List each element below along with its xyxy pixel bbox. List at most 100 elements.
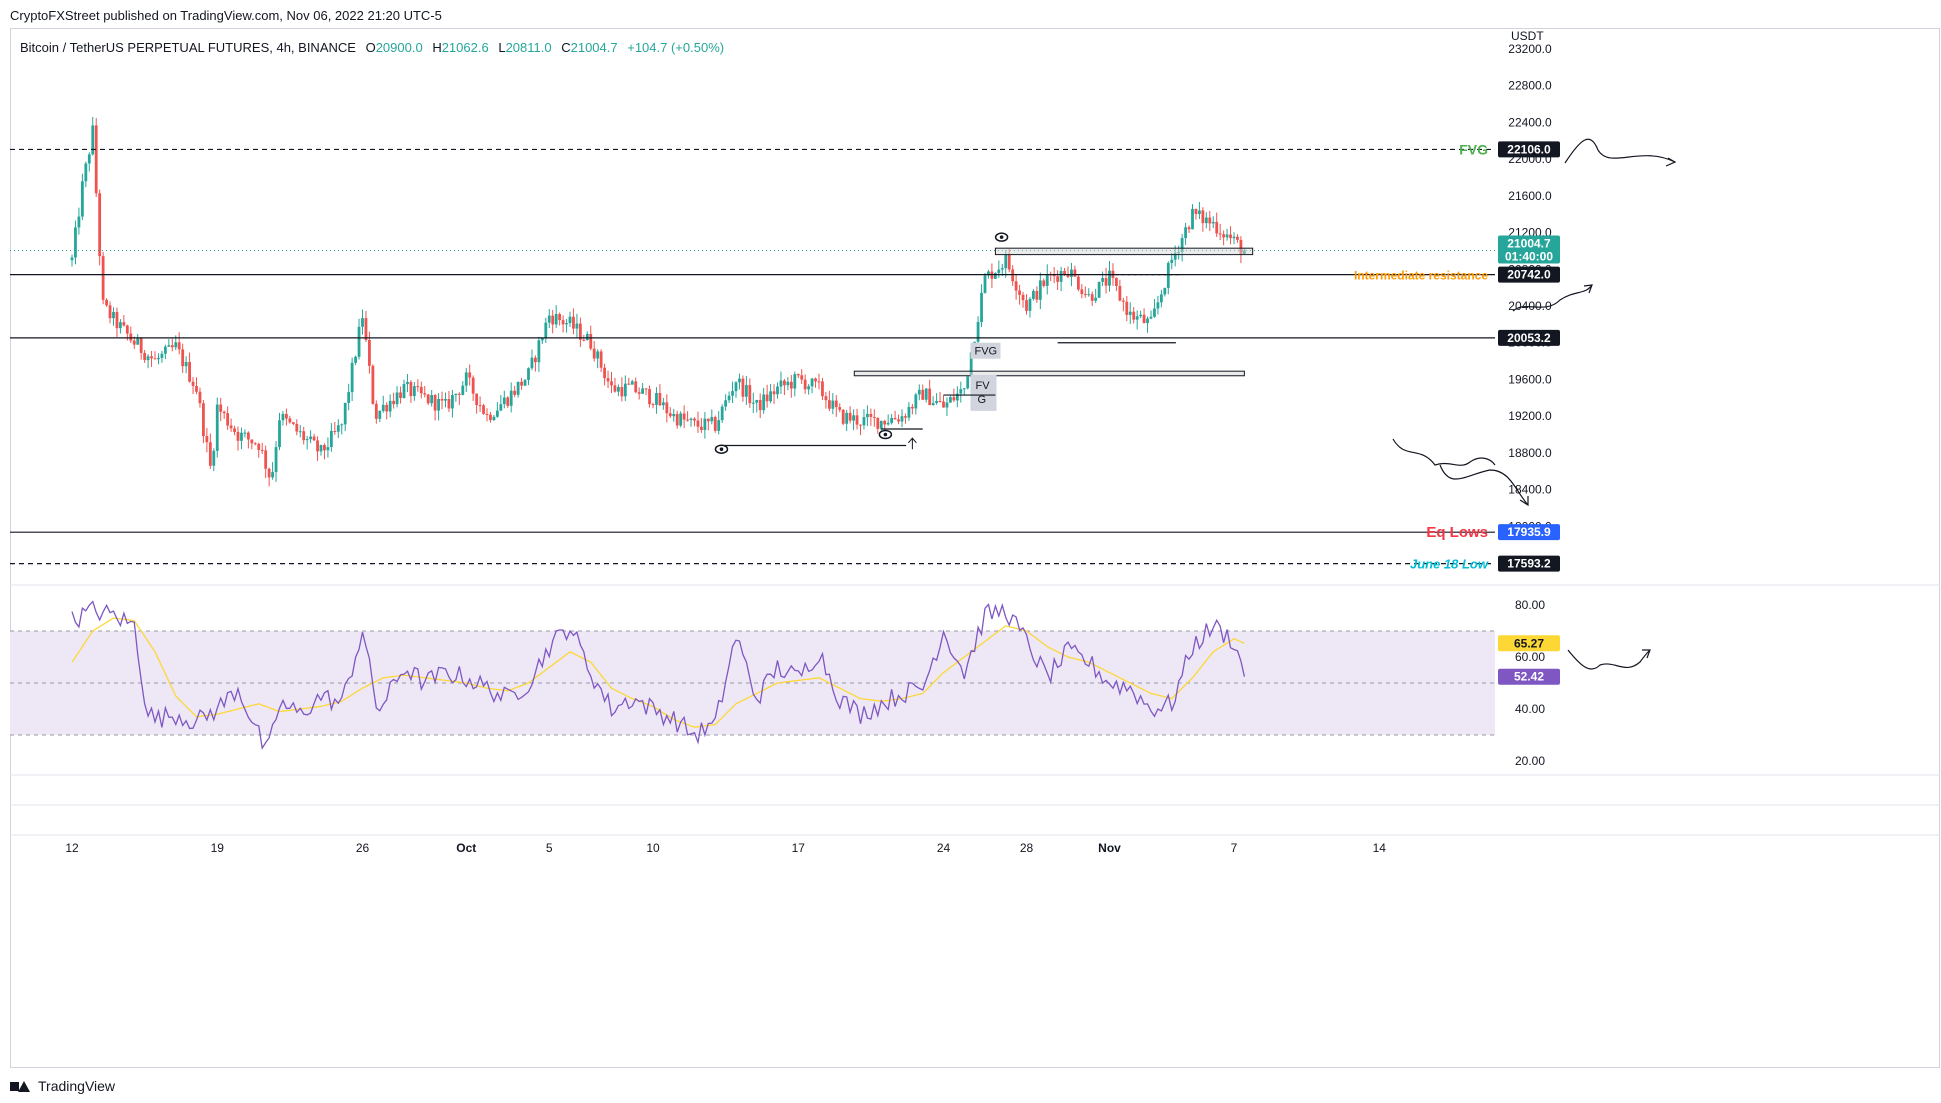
candle-body bbox=[305, 439, 309, 441]
candle-body bbox=[406, 382, 409, 385]
candles bbox=[70, 116, 1246, 487]
candle-body bbox=[741, 378, 745, 397]
candle-body bbox=[1170, 259, 1174, 264]
candle-body bbox=[921, 389, 925, 400]
time-tick-label: 19 bbox=[211, 841, 225, 855]
candle-body bbox=[316, 440, 319, 452]
candle-body bbox=[924, 388, 928, 400]
candle-body bbox=[689, 418, 693, 421]
publisher-line: CryptoFXStreet published on TradingView.… bbox=[10, 8, 442, 23]
candle-body bbox=[935, 401, 938, 404]
candle-body bbox=[205, 436, 209, 443]
rsi-line bbox=[71, 600, 1246, 750]
low-label: L bbox=[498, 40, 506, 55]
candle-body bbox=[1163, 287, 1167, 295]
candle-body bbox=[1139, 314, 1143, 317]
candle-body bbox=[572, 316, 575, 329]
candle-body bbox=[520, 381, 523, 386]
candle-body bbox=[1115, 277, 1118, 286]
candle-body bbox=[824, 396, 828, 401]
candle-body bbox=[1083, 293, 1087, 295]
candle-body bbox=[506, 397, 510, 406]
candle-body bbox=[623, 383, 627, 397]
candle-body bbox=[917, 389, 921, 395]
close-label: C bbox=[561, 40, 571, 55]
tradingview-footer[interactable]: TradingView bbox=[10, 1078, 115, 1094]
eye-icon-pupil bbox=[999, 235, 1004, 239]
candle-body bbox=[755, 399, 759, 403]
candle-body bbox=[381, 404, 385, 411]
candle-body bbox=[475, 393, 479, 406]
price-tick-label: 22400.0 bbox=[1508, 115, 1552, 129]
candle-body bbox=[74, 227, 77, 258]
level-price-badge bbox=[1498, 524, 1560, 541]
candle-body bbox=[980, 292, 983, 323]
time-tick-label: 12 bbox=[65, 841, 79, 855]
candle-body bbox=[796, 374, 800, 376]
candle-body bbox=[392, 400, 396, 405]
candle-body bbox=[174, 342, 178, 348]
price-tick-label: 19200.0 bbox=[1508, 409, 1552, 423]
candle-body bbox=[551, 315, 555, 325]
candle-body bbox=[527, 368, 530, 380]
candle-body bbox=[1007, 254, 1011, 270]
fvg-label-bg bbox=[970, 374, 997, 411]
candle-body bbox=[869, 413, 873, 417]
level-price-badge-text: 17935.9 bbox=[1507, 525, 1551, 539]
candle-body bbox=[738, 378, 741, 383]
candle-body bbox=[471, 377, 475, 394]
candle-body bbox=[803, 379, 807, 390]
candle-body bbox=[665, 402, 669, 414]
candle-body bbox=[1018, 290, 1021, 295]
candle-body bbox=[724, 400, 728, 407]
candle-body bbox=[125, 325, 129, 334]
candle-body bbox=[1135, 316, 1139, 320]
symbol-title: Bitcoin / TetherUS PERPETUAL FUTURES, 4h… bbox=[20, 40, 356, 55]
candle-body bbox=[872, 416, 876, 418]
candle-body bbox=[959, 389, 963, 394]
candle-body bbox=[281, 413, 285, 421]
candle-body bbox=[831, 400, 835, 409]
candle-body bbox=[789, 381, 793, 389]
rsi-badge-text: 52.42 bbox=[1514, 670, 1544, 684]
candle-body bbox=[226, 413, 230, 426]
candle-body bbox=[596, 351, 600, 359]
projection-arrowhead bbox=[1583, 284, 1593, 294]
candle-body bbox=[886, 422, 890, 425]
candle-body bbox=[841, 409, 845, 424]
rsi-band bbox=[10, 630, 1495, 736]
candle-body bbox=[606, 378, 610, 382]
eye-icon-pupil bbox=[719, 447, 724, 451]
change-value: +104.7 (+0.50%) bbox=[627, 40, 725, 55]
candle-body bbox=[433, 395, 437, 411]
candle-body bbox=[454, 393, 458, 396]
candle-body bbox=[637, 392, 641, 394]
candle-body bbox=[993, 273, 997, 279]
candle-body bbox=[679, 413, 683, 426]
candle-body bbox=[675, 413, 679, 426]
symbol-legend[interactable]: Bitcoin / TetherUS PERPETUAL FUTURES, 4h… bbox=[20, 40, 724, 55]
candle-body bbox=[343, 402, 347, 425]
candle-body bbox=[1215, 221, 1219, 234]
candle-body bbox=[70, 257, 74, 261]
candle-body bbox=[696, 420, 700, 427]
price-tick-label: 19600.0 bbox=[1508, 372, 1552, 386]
price-tick-label: 20400.0 bbox=[1508, 299, 1552, 313]
time-tick-label: Nov bbox=[1098, 841, 1121, 855]
candle-body bbox=[437, 398, 440, 411]
current-price-badge-text: 01:40:00 bbox=[1505, 250, 1553, 264]
candle-body bbox=[682, 413, 686, 420]
chart-frame bbox=[10, 28, 1940, 1068]
candle-body bbox=[222, 411, 226, 414]
candle-body bbox=[845, 412, 849, 424]
candle-body bbox=[1014, 281, 1018, 291]
candle-body bbox=[537, 340, 541, 363]
candle-body bbox=[966, 376, 970, 389]
candle-body bbox=[1128, 311, 1132, 315]
candle-body bbox=[1021, 294, 1025, 301]
candle-body bbox=[700, 426, 703, 430]
rsi-ma-badge-text: 65.27 bbox=[1514, 636, 1544, 650]
rsi-tick-label: 60.00 bbox=[1515, 650, 1545, 664]
candle-body bbox=[1025, 300, 1028, 311]
